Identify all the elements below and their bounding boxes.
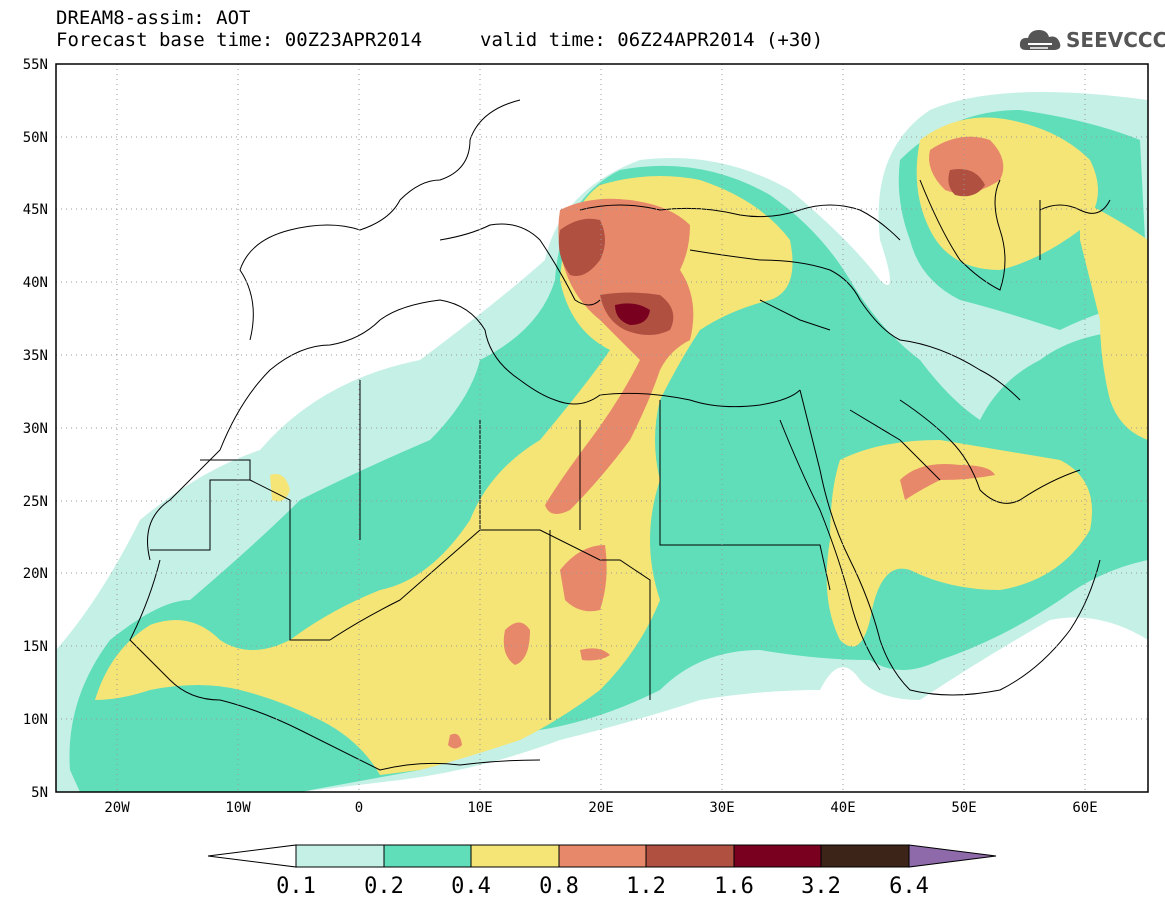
colorbar-cell (645, 844, 735, 868)
colorbar-label: 1.2 (626, 874, 666, 899)
colorbar-cell (207, 844, 297, 868)
colorbar-cell (558, 844, 647, 868)
lon-label: 50E (951, 800, 976, 816)
colorbar-label: 0.8 (539, 874, 579, 899)
lon-label: 10E (467, 800, 492, 816)
colorbar-cell (733, 844, 822, 868)
colorbar-labels: 0.1 0.2 0.4 0.8 1.2 1.6 3.2 6.4 (276, 874, 929, 899)
lon-label: 30E (709, 800, 734, 816)
colorbar-cell (908, 844, 997, 868)
coastlines (129, 99, 1111, 771)
forecast-base-time: Forecast base time: 00Z23APR2014 (56, 29, 423, 51)
lon-axis: 20W 10W 0 10E 20E 30E 40E 50E 60E (104, 800, 1097, 816)
colorbar-label: 6.4 (889, 874, 929, 899)
lon-label: 60E (1072, 800, 1097, 816)
lon-label: 40E (830, 800, 855, 816)
lat-label: 35N (23, 348, 48, 364)
colorbar (207, 844, 997, 868)
map-grid (56, 64, 1148, 792)
lat-label: 15N (23, 639, 48, 655)
lat-label: 30N (23, 421, 48, 437)
lat-label: 20N (23, 566, 48, 582)
cloud-icon (1019, 30, 1061, 50)
lat-label: 25N (23, 494, 48, 510)
lat-label: 50N (23, 130, 48, 146)
lon-label: 20W (104, 800, 130, 816)
lon-label: 10W (225, 800, 251, 816)
aot-band-1.6 (615, 303, 650, 325)
lat-label: 10N (23, 712, 48, 728)
lon-label: 20E (588, 800, 613, 816)
lat-label: 55N (23, 57, 48, 73)
colorbar-label: 1.6 (714, 874, 754, 899)
lon-label: 0 (355, 800, 363, 816)
map-title: DREAM8-assim: AOT (56, 7, 251, 29)
colorbar-label: 0.2 (364, 874, 404, 899)
colorbar-cell (383, 844, 472, 868)
lat-label: 45N (23, 202, 48, 218)
colorbar-label: 0.1 (276, 874, 316, 899)
map-frame (55, 63, 1149, 793)
colorbar-label: 3.2 (801, 874, 841, 899)
logo-text: SEEVCCC (1066, 28, 1165, 52)
lat-axis: 55N 50N 45N 40N 35N 30N 25N 20N 15N 10N … (23, 57, 48, 801)
lat-label: 5N (31, 785, 48, 801)
lat-label: 40N (23, 275, 48, 291)
colorbar-cell (820, 844, 910, 868)
colorbar-cell (470, 844, 560, 868)
colorbar-cell (295, 844, 385, 868)
colorbar-label: 0.4 (451, 874, 491, 899)
valid-time: valid time: 06Z24APR2014 (+30) (480, 29, 824, 51)
aot-band-0.8 (448, 136, 1004, 749)
